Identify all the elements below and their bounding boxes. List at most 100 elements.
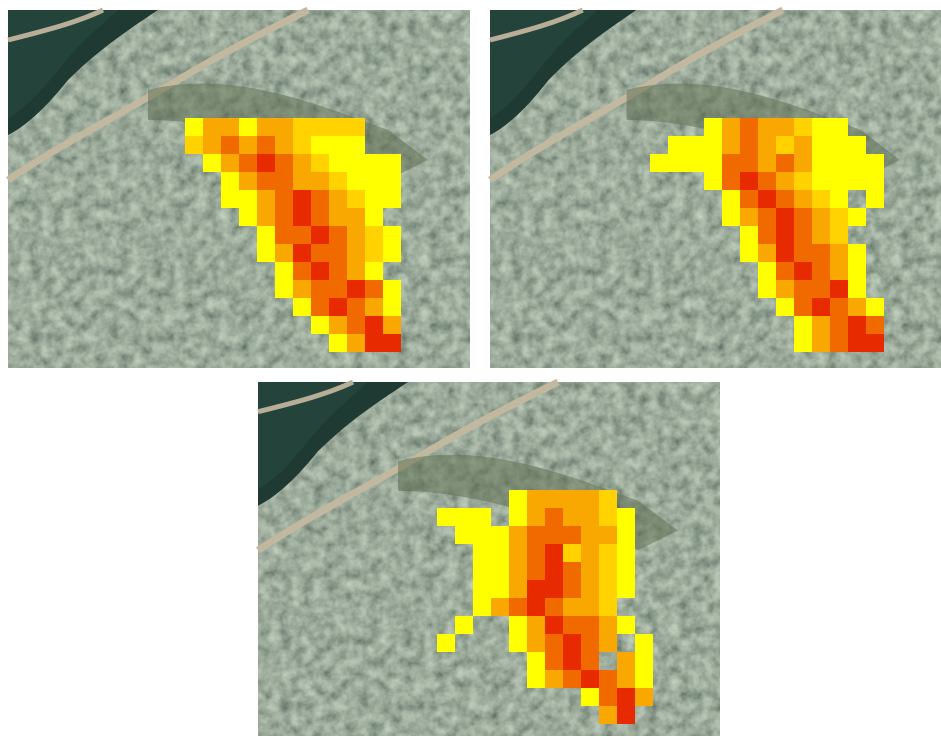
heat-cell (581, 634, 599, 652)
heat-cell (365, 280, 383, 298)
heat-cell (257, 244, 275, 262)
heat-cell (293, 208, 311, 226)
heat-cell (491, 526, 509, 544)
heat-cell (293, 244, 311, 262)
heat-cell (347, 334, 365, 352)
heat-cell (758, 136, 776, 154)
heat-cell (455, 526, 473, 544)
heat-cell (758, 208, 776, 226)
heat-cell (599, 526, 617, 544)
heat-cell (311, 244, 329, 262)
heat-cell (812, 226, 830, 244)
heat-cell (527, 490, 545, 508)
heat-cell (347, 226, 365, 244)
heat-cell (203, 118, 221, 136)
heat-cell (293, 190, 311, 208)
heat-cell (704, 136, 722, 154)
heat-cell (275, 244, 293, 262)
heat-cell (329, 190, 347, 208)
heat-cell (830, 262, 848, 280)
heat-cell (581, 688, 599, 706)
heat-cell (329, 208, 347, 226)
heat-cell (275, 190, 293, 208)
heat-cell (758, 226, 776, 244)
heat-cell (776, 226, 794, 244)
heat-cell (758, 190, 776, 208)
figure (0, 0, 941, 736)
heat-cell (599, 580, 617, 598)
heat-cell (617, 526, 635, 544)
heat-cell (740, 190, 758, 208)
heat-cell (581, 562, 599, 580)
heat-cell (509, 616, 527, 634)
heat-cell (758, 244, 776, 262)
heat-cell (581, 598, 599, 616)
heat-cell (599, 598, 617, 616)
heat-cell (509, 634, 527, 652)
heat-cell (722, 118, 740, 136)
heat-cell (581, 616, 599, 634)
heat-cell (311, 208, 329, 226)
heat-cell (239, 172, 257, 190)
heat-cell (365, 316, 383, 334)
heat-cell (365, 298, 383, 316)
heat-cell (668, 154, 686, 172)
heat-cell (311, 226, 329, 244)
heat-cell (437, 508, 455, 526)
heat-cell (365, 334, 383, 352)
heat-cell (776, 244, 794, 262)
heat-cell (365, 244, 383, 262)
heat-cell (347, 280, 365, 298)
heat-cell (239, 136, 257, 154)
heat-cell (311, 118, 329, 136)
heat-cell (794, 226, 812, 244)
heat-cell (509, 598, 527, 616)
heat-cell (599, 706, 617, 724)
heat-cell (635, 688, 653, 706)
heat-cell (812, 154, 830, 172)
heat-cell (740, 118, 758, 136)
heat-cell (830, 118, 848, 136)
heat-cell (812, 316, 830, 334)
heat-cell (830, 226, 848, 244)
heat-cell (545, 490, 563, 508)
heat-cell (545, 508, 563, 526)
heat-cell (473, 526, 491, 544)
heat-cell (257, 118, 275, 136)
heat-cell (383, 280, 401, 298)
heat-cell (365, 262, 383, 280)
heat-cell (383, 244, 401, 262)
heat-cell (275, 154, 293, 172)
heat-cell (545, 670, 563, 688)
heat-cell (239, 118, 257, 136)
heat-cell (740, 154, 758, 172)
heat-cell (794, 154, 812, 172)
heat-cell (311, 298, 329, 316)
heat-cell (794, 136, 812, 154)
heat-cell (563, 634, 581, 652)
heat-cell (563, 544, 581, 562)
heat-cell (347, 298, 365, 316)
heat-cell (599, 616, 617, 634)
heat-cell (329, 334, 347, 352)
heat-cell (365, 190, 383, 208)
heat-cell (866, 190, 884, 208)
heat-cell (830, 136, 848, 154)
heat-cell (794, 334, 812, 352)
heat-cell (704, 154, 722, 172)
heat-cell (383, 334, 401, 352)
heat-cell (563, 616, 581, 634)
heat-cell (383, 172, 401, 190)
heat-cell (275, 136, 293, 154)
heat-cell (293, 118, 311, 136)
heat-cell (545, 580, 563, 598)
heat-cell (563, 652, 581, 670)
heat-cell (776, 208, 794, 226)
heat-cell (473, 562, 491, 580)
heat-cell (239, 190, 257, 208)
heat-cell (812, 298, 830, 316)
heat-cell (329, 172, 347, 190)
heat-cell (221, 190, 239, 208)
heat-cell (527, 598, 545, 616)
heat-cell (812, 262, 830, 280)
